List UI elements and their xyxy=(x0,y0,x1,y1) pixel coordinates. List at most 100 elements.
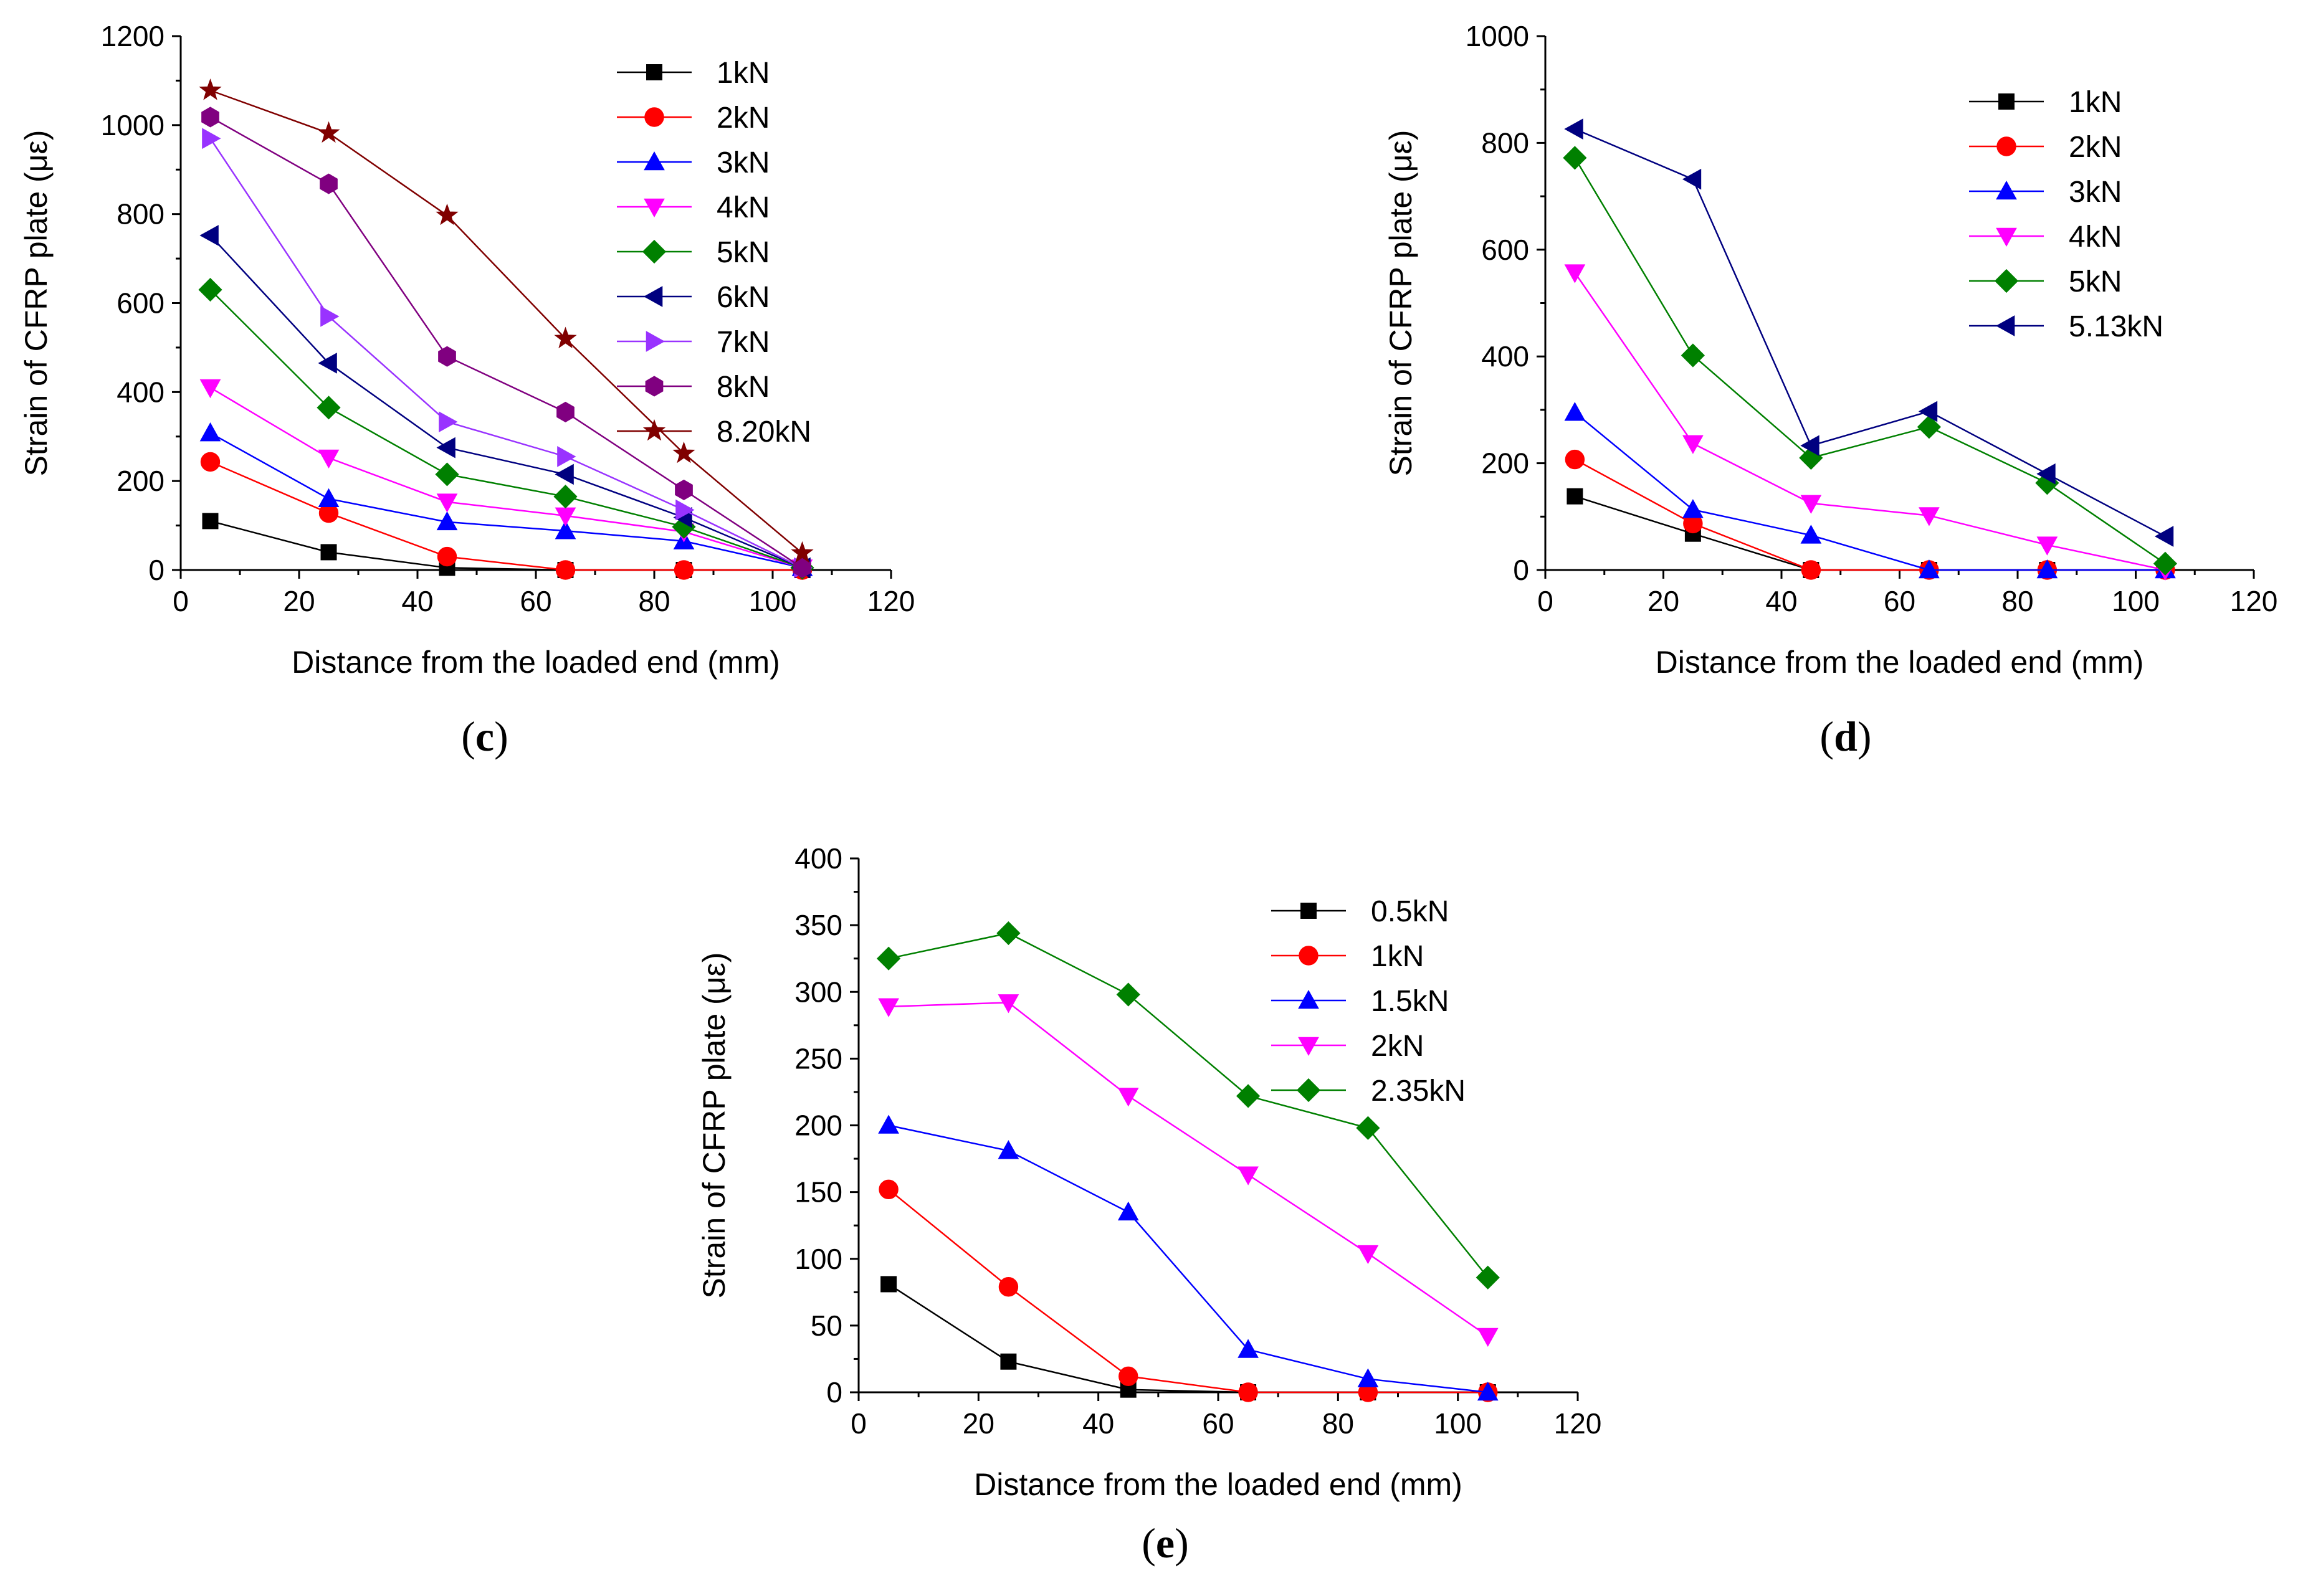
y-tick-label: 200 xyxy=(1481,447,1529,480)
data-point xyxy=(317,396,341,420)
data-point xyxy=(791,541,814,563)
series-4kN xyxy=(1564,264,2176,581)
series-1kN xyxy=(202,513,811,578)
data-point xyxy=(2036,536,2058,556)
data-point xyxy=(318,353,337,374)
chart-panel-d: 0 20 40 60 80 100 120 0 200 400 600 800 1000 Distance… xyxy=(1383,20,2277,760)
series-1.5kN xyxy=(878,1114,1499,1401)
x-tick-label: 120 xyxy=(2230,585,2278,617)
series-line xyxy=(210,461,803,571)
legend-marker xyxy=(646,331,665,352)
data-point xyxy=(1801,560,1821,580)
series-7kN xyxy=(202,128,813,579)
legend-label: 0.5kN xyxy=(1371,895,1449,928)
legend-marker xyxy=(642,419,666,441)
legend-marker xyxy=(1996,180,2017,200)
data-point xyxy=(1918,401,1938,422)
x-tick-label: 80 xyxy=(2001,585,2033,617)
chart-panel-c: 0 20 40 60 80 100 120020040060080010001200Dist… xyxy=(19,20,915,760)
x-axis-label: Distance from the loaded end (mm) xyxy=(292,645,780,680)
y-tick-label: 100 xyxy=(794,1243,842,1275)
data-point xyxy=(1238,1166,1259,1185)
legend-label: 4kN xyxy=(2069,221,2122,254)
legend-label: 8kN xyxy=(717,371,770,404)
y-tick-label: 400 xyxy=(794,842,842,875)
legend-label: 6kN xyxy=(717,281,770,314)
x-tick-label: 60 xyxy=(1884,585,1915,617)
data-point xyxy=(1800,495,1822,514)
legend-label: 7kN xyxy=(717,326,770,359)
legend-marker xyxy=(645,376,664,397)
y-tick-label: 200 xyxy=(117,465,165,497)
data-point xyxy=(1117,1088,1139,1107)
y-tick-label: 250 xyxy=(794,1042,842,1075)
legend-marker xyxy=(1998,93,2015,110)
x-tick-label: 20 xyxy=(963,1407,994,1440)
series-line xyxy=(1574,128,2166,538)
y-axis-label: Strain of CFRP plate (με) xyxy=(1383,130,1418,477)
data-point xyxy=(1682,435,1704,454)
data-point xyxy=(1238,1339,1259,1358)
x-tick-label: 80 xyxy=(638,585,670,617)
data-point xyxy=(1118,1366,1138,1386)
series-line xyxy=(209,387,803,569)
legend-label: 3kN xyxy=(2069,176,2122,209)
data-point xyxy=(557,446,576,467)
legend-label: 5kN xyxy=(2069,265,2122,298)
legend-marker xyxy=(1994,268,2019,293)
data-point xyxy=(876,946,901,971)
data-point xyxy=(998,1140,1019,1159)
data-point xyxy=(438,346,456,367)
data-point xyxy=(437,546,457,567)
data-point xyxy=(202,513,219,530)
series-line xyxy=(209,138,803,569)
series-line xyxy=(888,1283,1488,1394)
panel-label: (d) xyxy=(1819,713,1871,760)
legend-marker xyxy=(646,64,662,80)
data-point xyxy=(435,462,459,487)
data-point xyxy=(1565,449,1585,470)
data-point xyxy=(320,544,337,561)
legend-label: 2kN xyxy=(717,102,770,135)
data-point xyxy=(675,479,693,501)
data-point xyxy=(1000,1353,1017,1370)
data-point xyxy=(2036,559,2058,579)
data-point xyxy=(556,401,575,423)
data-point xyxy=(996,921,1021,946)
series-5.13kN xyxy=(1564,118,2174,547)
y-tick-label: 350 xyxy=(794,909,842,941)
legend-label: 8.20kN xyxy=(717,416,811,449)
data-point xyxy=(878,1114,899,1134)
legend-label: 4kN xyxy=(717,191,770,224)
data-point xyxy=(317,121,340,143)
data-point xyxy=(1682,168,1702,190)
legend-label: 5.13kN xyxy=(2069,310,2163,343)
series-8.20kN xyxy=(199,78,814,563)
legend-marker xyxy=(1298,989,1319,1009)
x-tick-label: 120 xyxy=(1554,1407,1602,1440)
series-line xyxy=(209,116,803,569)
data-point xyxy=(1564,402,1586,421)
x-tick-label: 60 xyxy=(520,585,551,617)
data-point xyxy=(1356,1116,1380,1140)
data-point xyxy=(318,488,340,508)
y-tick-label: 1000 xyxy=(101,109,165,141)
data-point xyxy=(880,1276,897,1293)
y-tick-label: 1000 xyxy=(1466,20,1529,52)
y-tick-label: 600 xyxy=(117,287,165,320)
data-point xyxy=(2154,526,2174,547)
legend-label: 2kN xyxy=(2069,131,2122,164)
y-tick-label: 300 xyxy=(794,976,842,1008)
data-point xyxy=(1800,435,1819,457)
x-tick-label: 40 xyxy=(1765,585,1797,617)
series-line xyxy=(210,89,803,554)
y-axis-label: Strain of CFRP plate (με) xyxy=(19,130,54,477)
data-point xyxy=(2153,551,2177,576)
y-tick-label: 0 xyxy=(148,554,165,586)
legend-marker xyxy=(1298,1037,1319,1057)
series-line xyxy=(1574,412,2165,571)
y-tick-label: 1200 xyxy=(101,20,165,52)
data-point xyxy=(793,557,811,579)
x-tick-label: 120 xyxy=(867,585,915,617)
data-point xyxy=(555,520,576,539)
